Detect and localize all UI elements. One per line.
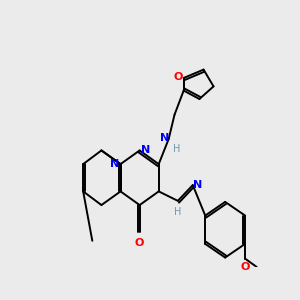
Text: H: H — [173, 144, 181, 154]
Text: N: N — [110, 159, 119, 169]
Text: O: O — [173, 72, 182, 82]
Text: N: N — [193, 180, 203, 190]
Text: O: O — [240, 262, 250, 272]
Text: N: N — [160, 133, 169, 143]
Text: H: H — [174, 207, 182, 218]
Text: O: O — [135, 238, 144, 248]
Text: N: N — [141, 146, 150, 155]
